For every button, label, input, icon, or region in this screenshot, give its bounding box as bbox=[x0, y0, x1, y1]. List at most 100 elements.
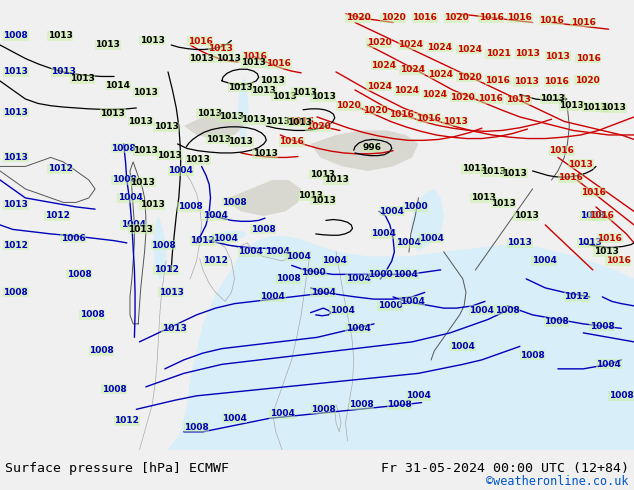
Text: 1013: 1013 bbox=[133, 146, 158, 155]
Text: 1013: 1013 bbox=[3, 153, 29, 162]
Text: 1012: 1012 bbox=[564, 293, 590, 301]
Text: 1016: 1016 bbox=[544, 77, 569, 86]
Text: 1008: 1008 bbox=[151, 241, 176, 249]
Text: 1008: 1008 bbox=[311, 405, 336, 414]
Text: 1004: 1004 bbox=[346, 274, 371, 283]
Text: 1013: 1013 bbox=[298, 191, 323, 200]
Text: 1000: 1000 bbox=[368, 270, 392, 279]
Text: 1000: 1000 bbox=[403, 202, 427, 211]
Text: 1000: 1000 bbox=[302, 268, 326, 277]
Text: 1016: 1016 bbox=[549, 146, 574, 155]
Text: 996: 996 bbox=[363, 143, 382, 152]
Text: 1000: 1000 bbox=[378, 301, 402, 310]
Text: 1004: 1004 bbox=[260, 293, 285, 301]
Text: Fr 31-05-2024 00:00 UTC (12+84): Fr 31-05-2024 00:00 UTC (12+84) bbox=[381, 462, 629, 475]
Text: 1008: 1008 bbox=[387, 400, 412, 409]
Text: 1013: 1013 bbox=[252, 149, 278, 158]
Text: 1004: 1004 bbox=[168, 167, 193, 175]
Text: 1013: 1013 bbox=[100, 109, 126, 118]
Text: 1016: 1016 bbox=[242, 52, 268, 61]
Text: 1013: 1013 bbox=[292, 88, 317, 97]
Text: 1004: 1004 bbox=[371, 229, 396, 239]
Text: 1013: 1013 bbox=[443, 117, 468, 126]
Text: 1016: 1016 bbox=[188, 37, 213, 46]
Text: 1016: 1016 bbox=[576, 54, 601, 63]
Text: 1013: 1013 bbox=[216, 54, 241, 63]
Text: 1013: 1013 bbox=[241, 58, 266, 68]
Text: 1013: 1013 bbox=[514, 77, 539, 86]
Text: 1004: 1004 bbox=[265, 247, 290, 256]
Text: 1020: 1020 bbox=[346, 14, 371, 23]
Text: 1013: 1013 bbox=[582, 102, 607, 112]
Text: 1004: 1004 bbox=[418, 234, 444, 243]
Text: 1013: 1013 bbox=[271, 92, 297, 101]
Text: 1013: 1013 bbox=[309, 170, 335, 179]
Text: 1016: 1016 bbox=[539, 16, 564, 24]
Text: 1004: 1004 bbox=[531, 256, 557, 266]
Text: 1013: 1013 bbox=[3, 108, 29, 117]
Text: 1004: 1004 bbox=[596, 360, 621, 369]
Text: 1016: 1016 bbox=[507, 14, 533, 23]
Text: 1016: 1016 bbox=[412, 14, 437, 23]
Text: 1008: 1008 bbox=[520, 351, 545, 360]
Text: 1016: 1016 bbox=[288, 117, 314, 126]
Text: 1004: 1004 bbox=[269, 409, 295, 418]
Text: 1013: 1013 bbox=[162, 324, 187, 333]
Text: 1013: 1013 bbox=[251, 86, 276, 96]
Text: 1013: 1013 bbox=[128, 117, 153, 126]
Text: 1013: 1013 bbox=[158, 288, 184, 297]
Text: 1004: 1004 bbox=[346, 324, 371, 333]
Text: 1013: 1013 bbox=[506, 96, 531, 104]
Text: 1013: 1013 bbox=[601, 103, 626, 113]
Text: 1013: 1013 bbox=[189, 54, 214, 63]
Text: 1013: 1013 bbox=[128, 225, 153, 234]
Text: 1004: 1004 bbox=[203, 211, 228, 220]
Text: 1013: 1013 bbox=[311, 196, 336, 205]
Text: 1004: 1004 bbox=[311, 288, 336, 297]
Text: 1020: 1020 bbox=[456, 73, 482, 82]
Text: 1013: 1013 bbox=[323, 175, 349, 184]
Text: 1020: 1020 bbox=[574, 75, 600, 85]
Text: 1004: 1004 bbox=[399, 297, 425, 306]
Text: 1013: 1013 bbox=[197, 109, 222, 118]
Text: 1020: 1020 bbox=[366, 38, 392, 47]
Text: 1013: 1013 bbox=[481, 167, 506, 176]
Text: 1004: 1004 bbox=[285, 252, 311, 261]
Text: 1012: 1012 bbox=[203, 256, 228, 266]
Text: 1008: 1008 bbox=[590, 321, 615, 331]
Text: 1013: 1013 bbox=[206, 135, 231, 144]
Text: 1013: 1013 bbox=[593, 247, 619, 256]
Text: 1013: 1013 bbox=[219, 112, 244, 122]
Text: 1013: 1013 bbox=[577, 239, 602, 247]
Text: 1008: 1008 bbox=[79, 310, 105, 319]
Text: 1004: 1004 bbox=[393, 270, 418, 279]
Text: 1016: 1016 bbox=[389, 110, 415, 119]
Text: 1008: 1008 bbox=[544, 317, 569, 326]
Text: 1008: 1008 bbox=[609, 392, 634, 400]
Text: 1013: 1013 bbox=[514, 211, 539, 220]
Text: 1012: 1012 bbox=[48, 164, 73, 173]
Text: 1013: 1013 bbox=[462, 164, 487, 173]
Text: 1008: 1008 bbox=[89, 346, 114, 355]
Text: 1013: 1013 bbox=[157, 151, 183, 160]
Text: 1024: 1024 bbox=[394, 86, 420, 96]
Text: 1013: 1013 bbox=[130, 178, 155, 187]
Text: 1008: 1008 bbox=[580, 211, 605, 220]
Text: 1016: 1016 bbox=[558, 173, 583, 182]
Text: 1008: 1008 bbox=[3, 288, 29, 297]
Text: ©weatheronline.co.uk: ©weatheronline.co.uk bbox=[486, 475, 629, 489]
Text: 1024: 1024 bbox=[366, 82, 392, 91]
Text: 1004: 1004 bbox=[396, 239, 422, 247]
Text: 1004: 1004 bbox=[450, 342, 476, 351]
Text: 1013: 1013 bbox=[228, 83, 254, 92]
Text: 1021: 1021 bbox=[486, 49, 511, 58]
Text: 1013: 1013 bbox=[287, 118, 312, 127]
Text: 1004: 1004 bbox=[322, 256, 347, 266]
Text: 1012: 1012 bbox=[114, 416, 139, 425]
Text: 1016: 1016 bbox=[479, 14, 504, 23]
Text: 1013: 1013 bbox=[507, 239, 533, 247]
Text: 1008: 1008 bbox=[495, 306, 520, 315]
Text: 1012: 1012 bbox=[44, 211, 70, 220]
Text: 1024: 1024 bbox=[371, 61, 396, 70]
Text: 1016: 1016 bbox=[597, 234, 623, 243]
